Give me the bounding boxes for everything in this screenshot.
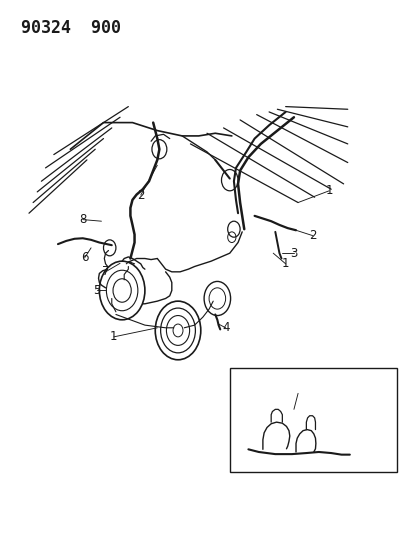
Text: 6: 6 (81, 251, 88, 264)
Text: 1: 1 (325, 184, 332, 197)
Bar (229, 368, 396, 472)
Circle shape (99, 261, 145, 320)
Text: 3: 3 (290, 247, 297, 260)
Text: 2: 2 (137, 189, 144, 201)
Circle shape (204, 281, 230, 316)
Text: 8: 8 (79, 213, 86, 226)
Text: 4: 4 (221, 321, 229, 334)
Text: 9: 9 (294, 387, 301, 400)
Text: 1: 1 (281, 257, 289, 270)
Text: 7: 7 (102, 265, 109, 278)
Text: 90324  900: 90324 900 (21, 19, 121, 37)
Text: 2: 2 (308, 229, 316, 242)
Text: 1: 1 (110, 330, 117, 343)
Text: 5: 5 (93, 284, 101, 297)
Circle shape (155, 301, 200, 360)
